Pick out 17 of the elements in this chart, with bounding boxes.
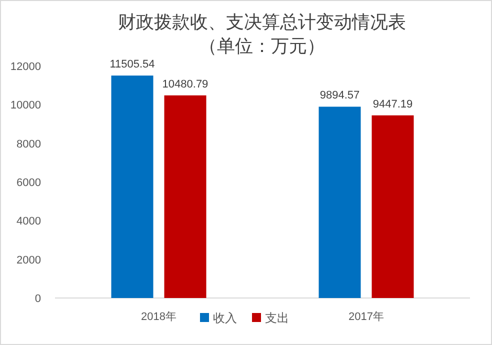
legend-label: 收入 [213, 311, 237, 325]
data-label: 11505.54 [110, 58, 155, 71]
ytick: 2000 [16, 254, 41, 266]
ytick: 0 [34, 293, 41, 305]
ytick: 10000 [10, 100, 41, 112]
ytick: 12000 [10, 61, 41, 73]
subtitle: （单位：万元） [199, 36, 325, 56]
xtick: 2018年 [141, 311, 176, 323]
data-label: 9894.57 [320, 90, 360, 102]
ytick: 6000 [16, 177, 41, 189]
title: 财政拨款收、支决算总计变动情况表 [118, 12, 406, 32]
data-label: 9447.19 [372, 98, 413, 110]
xtick: 2017年 [348, 311, 384, 323]
legend-label: 支出 [265, 311, 289, 325]
ytick: 8000 [16, 138, 41, 150]
data-label: 10480.79 [162, 78, 208, 90]
ytick: 4000 [16, 216, 41, 228]
